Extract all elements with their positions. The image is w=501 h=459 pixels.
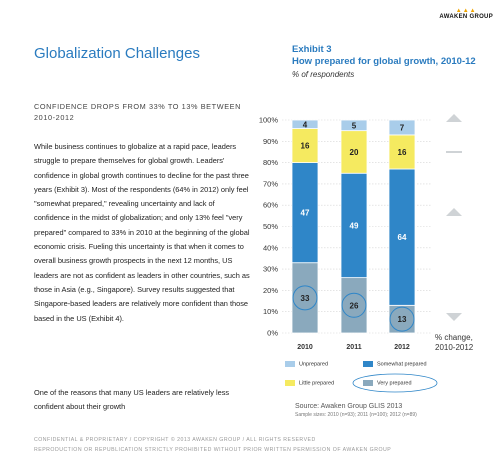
data-label: 7 [400,123,405,132]
data-label: 26 [350,301,359,310]
bar-segment [388,304,416,334]
y-tick-label: 0% [267,329,278,338]
legend-label: Little prepared [299,380,335,387]
trend-arrows [446,114,462,321]
legend-label: Very prepared [377,380,412,387]
data-label: 16 [398,148,407,157]
legend-item-unprepared: Unprepared [285,361,328,367]
data-label: 20 [350,148,359,157]
x-tick-label: 2011 [346,344,361,351]
chart-source: Source: Awaken Group GLIS 2013 [295,403,403,410]
data-label: 49 [350,221,359,230]
pct-change-line-1: % change, [435,333,473,342]
chart-legend: Unprepared Somewhat prepared Little prep… [285,361,438,395]
bar-segment [340,172,368,279]
body-paragraph-2: One of the reasons that many US leaders … [34,388,230,412]
y-tick-label: 70% [263,179,278,188]
article-subhead: CONFIDENCE DROPS FROM 33% TO 13% BETWEEN… [34,102,241,122]
y-tick-label: 60% [263,201,278,210]
legend-swatch [285,361,295,367]
data-label: 13 [398,315,407,324]
data-label: 64 [398,233,407,242]
legend-item-very: Very prepared [363,380,412,386]
flat-dash-icon [446,151,462,153]
highlight-circle [341,292,367,318]
page-title: Globalization Challenges [34,45,200,62]
data-label: 16 [301,142,310,151]
legend-swatch [285,380,295,386]
y-tick-label: 90% [263,137,278,146]
y-tick-label: 100% [259,116,279,125]
footer-disclaimer: REPRODUCTION OR REPUBLICATION STRICTLY P… [34,447,392,453]
legend-swatch [363,380,373,386]
legend-label: Unprepared [299,361,329,368]
y-tick-label: 30% [263,265,278,274]
x-tick-label: 2012 [394,344,410,351]
x-tick-label: 2010 [297,344,313,351]
legend-highlight-ellipse [352,373,438,393]
y-tick-label: 10% [263,307,278,316]
y-tick-label: 40% [263,243,278,252]
logo-mark-icon: ▲▲▲ [455,8,477,14]
arrow-up-icon [446,114,462,122]
bar-segment [291,162,319,264]
bar-segment [291,262,319,334]
sample-sizes: Sample sizes: 2010 (n=93); 2011 (n=100);… [295,412,417,418]
bar-segment [340,130,368,174]
highlight-circle [389,306,415,332]
exhibit-subtitle: % of respondents [292,70,355,79]
data-label: 4 [303,120,308,129]
bar-segment [340,119,368,132]
bar-segment [388,168,416,306]
brand-name: AWAKEN GROUP [439,14,493,20]
pct-change-line-2: 2010-2012 [435,343,474,352]
legend-swatch [363,361,373,367]
data-label: 47 [301,209,310,218]
y-tick-label: 20% [263,286,278,295]
exhibit-label: Exhibit 3 [292,44,332,55]
arrow-down-icon [446,313,462,321]
footer-copyright: CONFIDENTIAL & PROPRIETARY / COPYRIGHT ©… [34,437,316,443]
y-tick-label: 50% [263,222,278,231]
brand-logo: ▲▲▲ AWAKEN GROUP [439,8,493,20]
y-tick-label: 80% [263,158,278,167]
legend-item-somewhat: Somewhat prepared [363,361,427,367]
bar-segment [291,119,319,129]
bar-segment [388,119,416,136]
legend-item-little: Little prepared [285,380,334,386]
exhibit-title: How prepared for global growth, 2010-12 [292,56,476,67]
legend-label: Somewhat prepared [377,361,427,368]
data-label: 5 [352,121,357,130]
highlight-circle [292,285,318,311]
bar-segment [340,277,368,334]
body-paragraph-1: While business continues to globalize at… [34,142,250,323]
pct-change-note: % change, 2010-2012 [435,333,473,353]
arrow-up-icon [446,208,462,216]
stacked-bar-chart: 0%10%20%30%40%50%60%70%80%90%100%3347164… [259,116,432,351]
data-label: 33 [301,294,310,303]
